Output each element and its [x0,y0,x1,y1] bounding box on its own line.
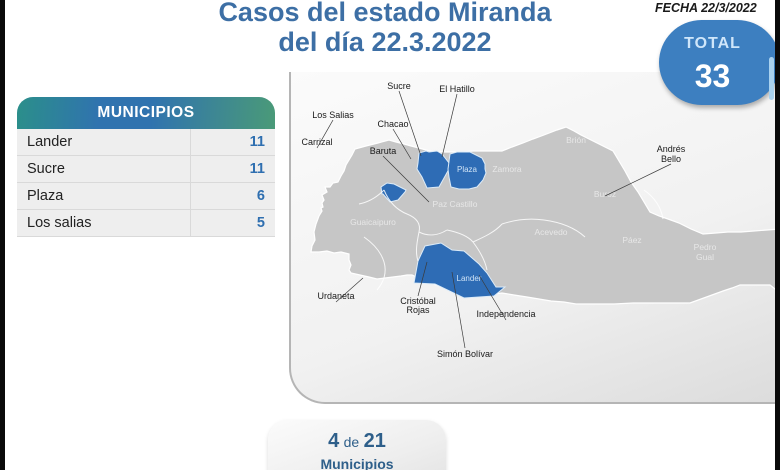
svg-text:Los Salias: Los Salias [312,110,354,120]
svg-text:Bello: Bello [661,154,681,164]
svg-text:Brión: Brión [566,135,586,145]
svg-text:Sucre: Sucre [387,81,411,91]
svg-text:Buroz: Buroz [594,189,616,199]
svg-text:Acevedo: Acevedo [534,227,567,237]
svg-text:Lander: Lander [457,274,482,283]
svg-text:Carrizal: Carrizal [301,137,332,147]
svg-text:Urdaneta: Urdaneta [317,291,354,301]
svg-text:Rojas: Rojas [406,305,430,315]
svg-text:Pedro: Pedro [694,242,717,252]
svg-text:Independencia: Independencia [476,309,535,319]
svg-text:Plaza: Plaza [457,165,478,174]
svg-text:Guaicaipuro: Guaicaipuro [350,217,396,227]
svg-text:Gual: Gual [696,252,714,262]
svg-text:Simón Bolívar: Simón Bolívar [437,349,493,359]
svg-text:El Hatillo: El Hatillo [439,84,475,94]
svg-text:Zamora: Zamora [492,164,522,174]
svg-text:Páez: Páez [622,235,641,245]
svg-text:Chacao: Chacao [377,119,408,129]
svg-text:Baruta: Baruta [370,146,397,156]
svg-text:Andrés: Andrés [657,144,686,154]
svg-text:Paz Castillo: Paz Castillo [433,199,478,209]
